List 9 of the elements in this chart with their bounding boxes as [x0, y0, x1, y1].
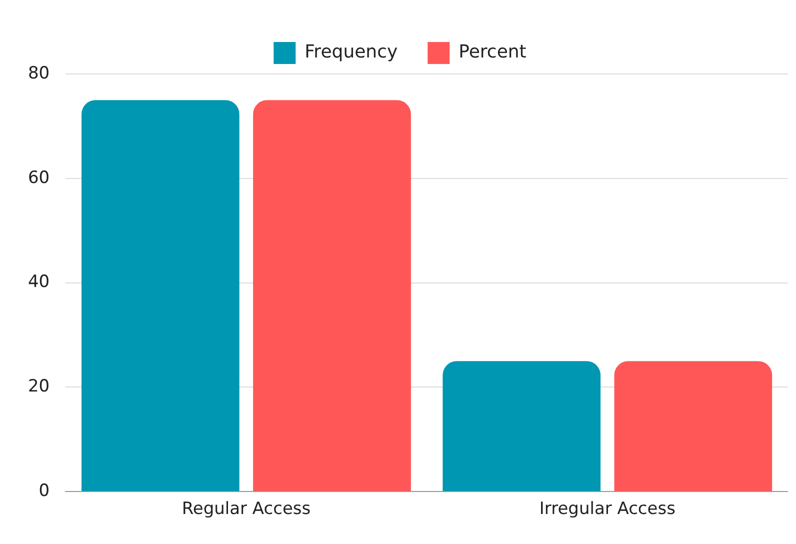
y-tick-label: 80: [28, 63, 50, 84]
x-tick-label: Irregular Access: [539, 499, 676, 520]
y-tick-label: 0: [38, 481, 50, 502]
y-tick-label: 60: [28, 168, 50, 188]
y-tick-label: 40: [28, 272, 50, 292]
legend-label: Frequency: [304, 42, 398, 63]
y-tick-label: 20: [28, 376, 50, 397]
legend-label: Percent: [458, 42, 526, 63]
x-tick-label: Regular Access: [182, 499, 311, 520]
